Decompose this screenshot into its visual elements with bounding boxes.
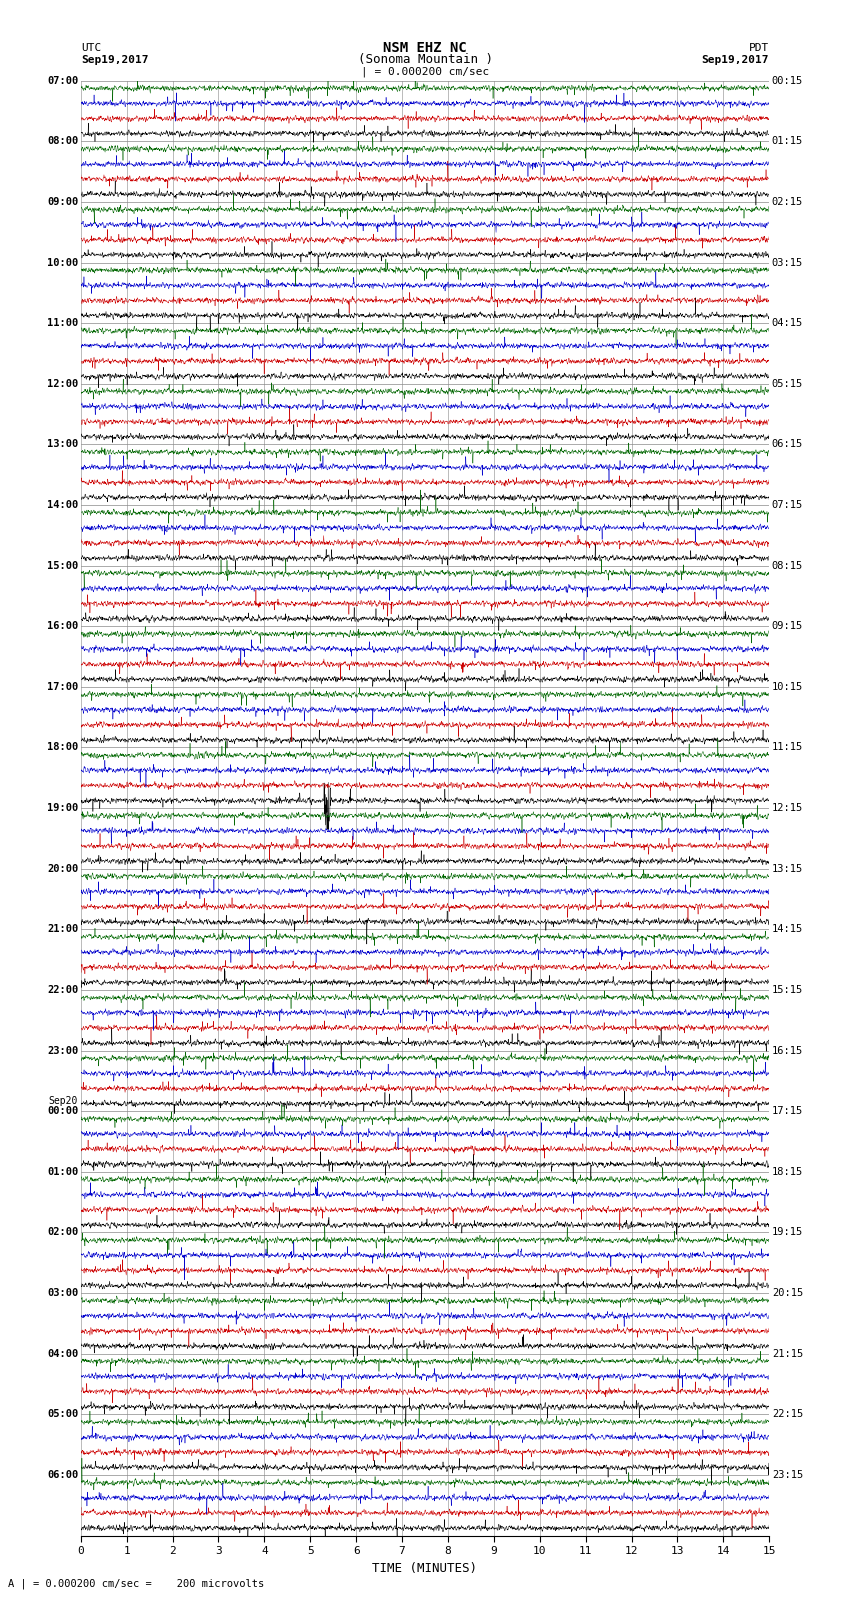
Text: 17:15: 17:15 — [772, 1107, 803, 1116]
Text: 14:00: 14:00 — [47, 500, 78, 510]
Text: 01:00: 01:00 — [47, 1166, 78, 1177]
Text: 08:15: 08:15 — [772, 561, 803, 571]
Text: 17:00: 17:00 — [47, 682, 78, 692]
Text: 05:15: 05:15 — [772, 379, 803, 389]
Text: Sep20: Sep20 — [48, 1097, 78, 1107]
Text: 21:15: 21:15 — [772, 1348, 803, 1358]
Text: 02:15: 02:15 — [772, 197, 803, 206]
Text: 22:00: 22:00 — [47, 986, 78, 995]
Text: 18:00: 18:00 — [47, 742, 78, 753]
Text: 07:00: 07:00 — [47, 76, 78, 85]
Text: 14:15: 14:15 — [772, 924, 803, 934]
Text: 09:00: 09:00 — [47, 197, 78, 206]
Text: 09:15: 09:15 — [772, 621, 803, 631]
Text: PDT: PDT — [749, 42, 769, 53]
Text: 16:15: 16:15 — [772, 1045, 803, 1055]
Text: Sep19,2017: Sep19,2017 — [702, 55, 769, 65]
Text: 10:00: 10:00 — [47, 258, 78, 268]
Text: 01:15: 01:15 — [772, 135, 803, 147]
Text: 20:15: 20:15 — [772, 1289, 803, 1298]
Text: | = 0.000200 cm/sec: | = 0.000200 cm/sec — [361, 66, 489, 77]
Text: UTC: UTC — [81, 42, 101, 53]
Text: Sep19,2017: Sep19,2017 — [81, 55, 148, 65]
Text: 06:15: 06:15 — [772, 439, 803, 450]
Text: 16:00: 16:00 — [47, 621, 78, 631]
Text: 19:15: 19:15 — [772, 1227, 803, 1237]
Text: 20:00: 20:00 — [47, 863, 78, 874]
Text: 15:15: 15:15 — [772, 986, 803, 995]
Text: 02:00: 02:00 — [47, 1227, 78, 1237]
Text: 10:15: 10:15 — [772, 682, 803, 692]
Text: 13:00: 13:00 — [47, 439, 78, 450]
Text: 11:00: 11:00 — [47, 318, 78, 327]
Text: 13:15: 13:15 — [772, 863, 803, 874]
Text: (Sonoma Mountain ): (Sonoma Mountain ) — [358, 53, 492, 66]
Text: 19:00: 19:00 — [47, 803, 78, 813]
Text: 21:00: 21:00 — [47, 924, 78, 934]
Text: 04:00: 04:00 — [47, 1348, 78, 1358]
Text: 07:15: 07:15 — [772, 500, 803, 510]
Text: NSM EHZ NC: NSM EHZ NC — [383, 40, 467, 55]
Text: 08:00: 08:00 — [47, 135, 78, 147]
X-axis label: TIME (MINUTES): TIME (MINUTES) — [372, 1561, 478, 1574]
Text: 00:00: 00:00 — [47, 1107, 78, 1116]
Text: 23:15: 23:15 — [772, 1469, 803, 1481]
Text: 18:15: 18:15 — [772, 1166, 803, 1177]
Text: 03:15: 03:15 — [772, 258, 803, 268]
Text: 12:15: 12:15 — [772, 803, 803, 813]
Text: 15:00: 15:00 — [47, 561, 78, 571]
Text: 06:00: 06:00 — [47, 1469, 78, 1481]
Text: A | = 0.000200 cm/sec =    200 microvolts: A | = 0.000200 cm/sec = 200 microvolts — [8, 1579, 264, 1589]
Text: 12:00: 12:00 — [47, 379, 78, 389]
Text: 22:15: 22:15 — [772, 1410, 803, 1419]
Text: 04:15: 04:15 — [772, 318, 803, 327]
Text: 00:15: 00:15 — [772, 76, 803, 85]
Text: 05:00: 05:00 — [47, 1410, 78, 1419]
Text: 23:00: 23:00 — [47, 1045, 78, 1055]
Text: 11:15: 11:15 — [772, 742, 803, 753]
Text: 03:00: 03:00 — [47, 1289, 78, 1298]
